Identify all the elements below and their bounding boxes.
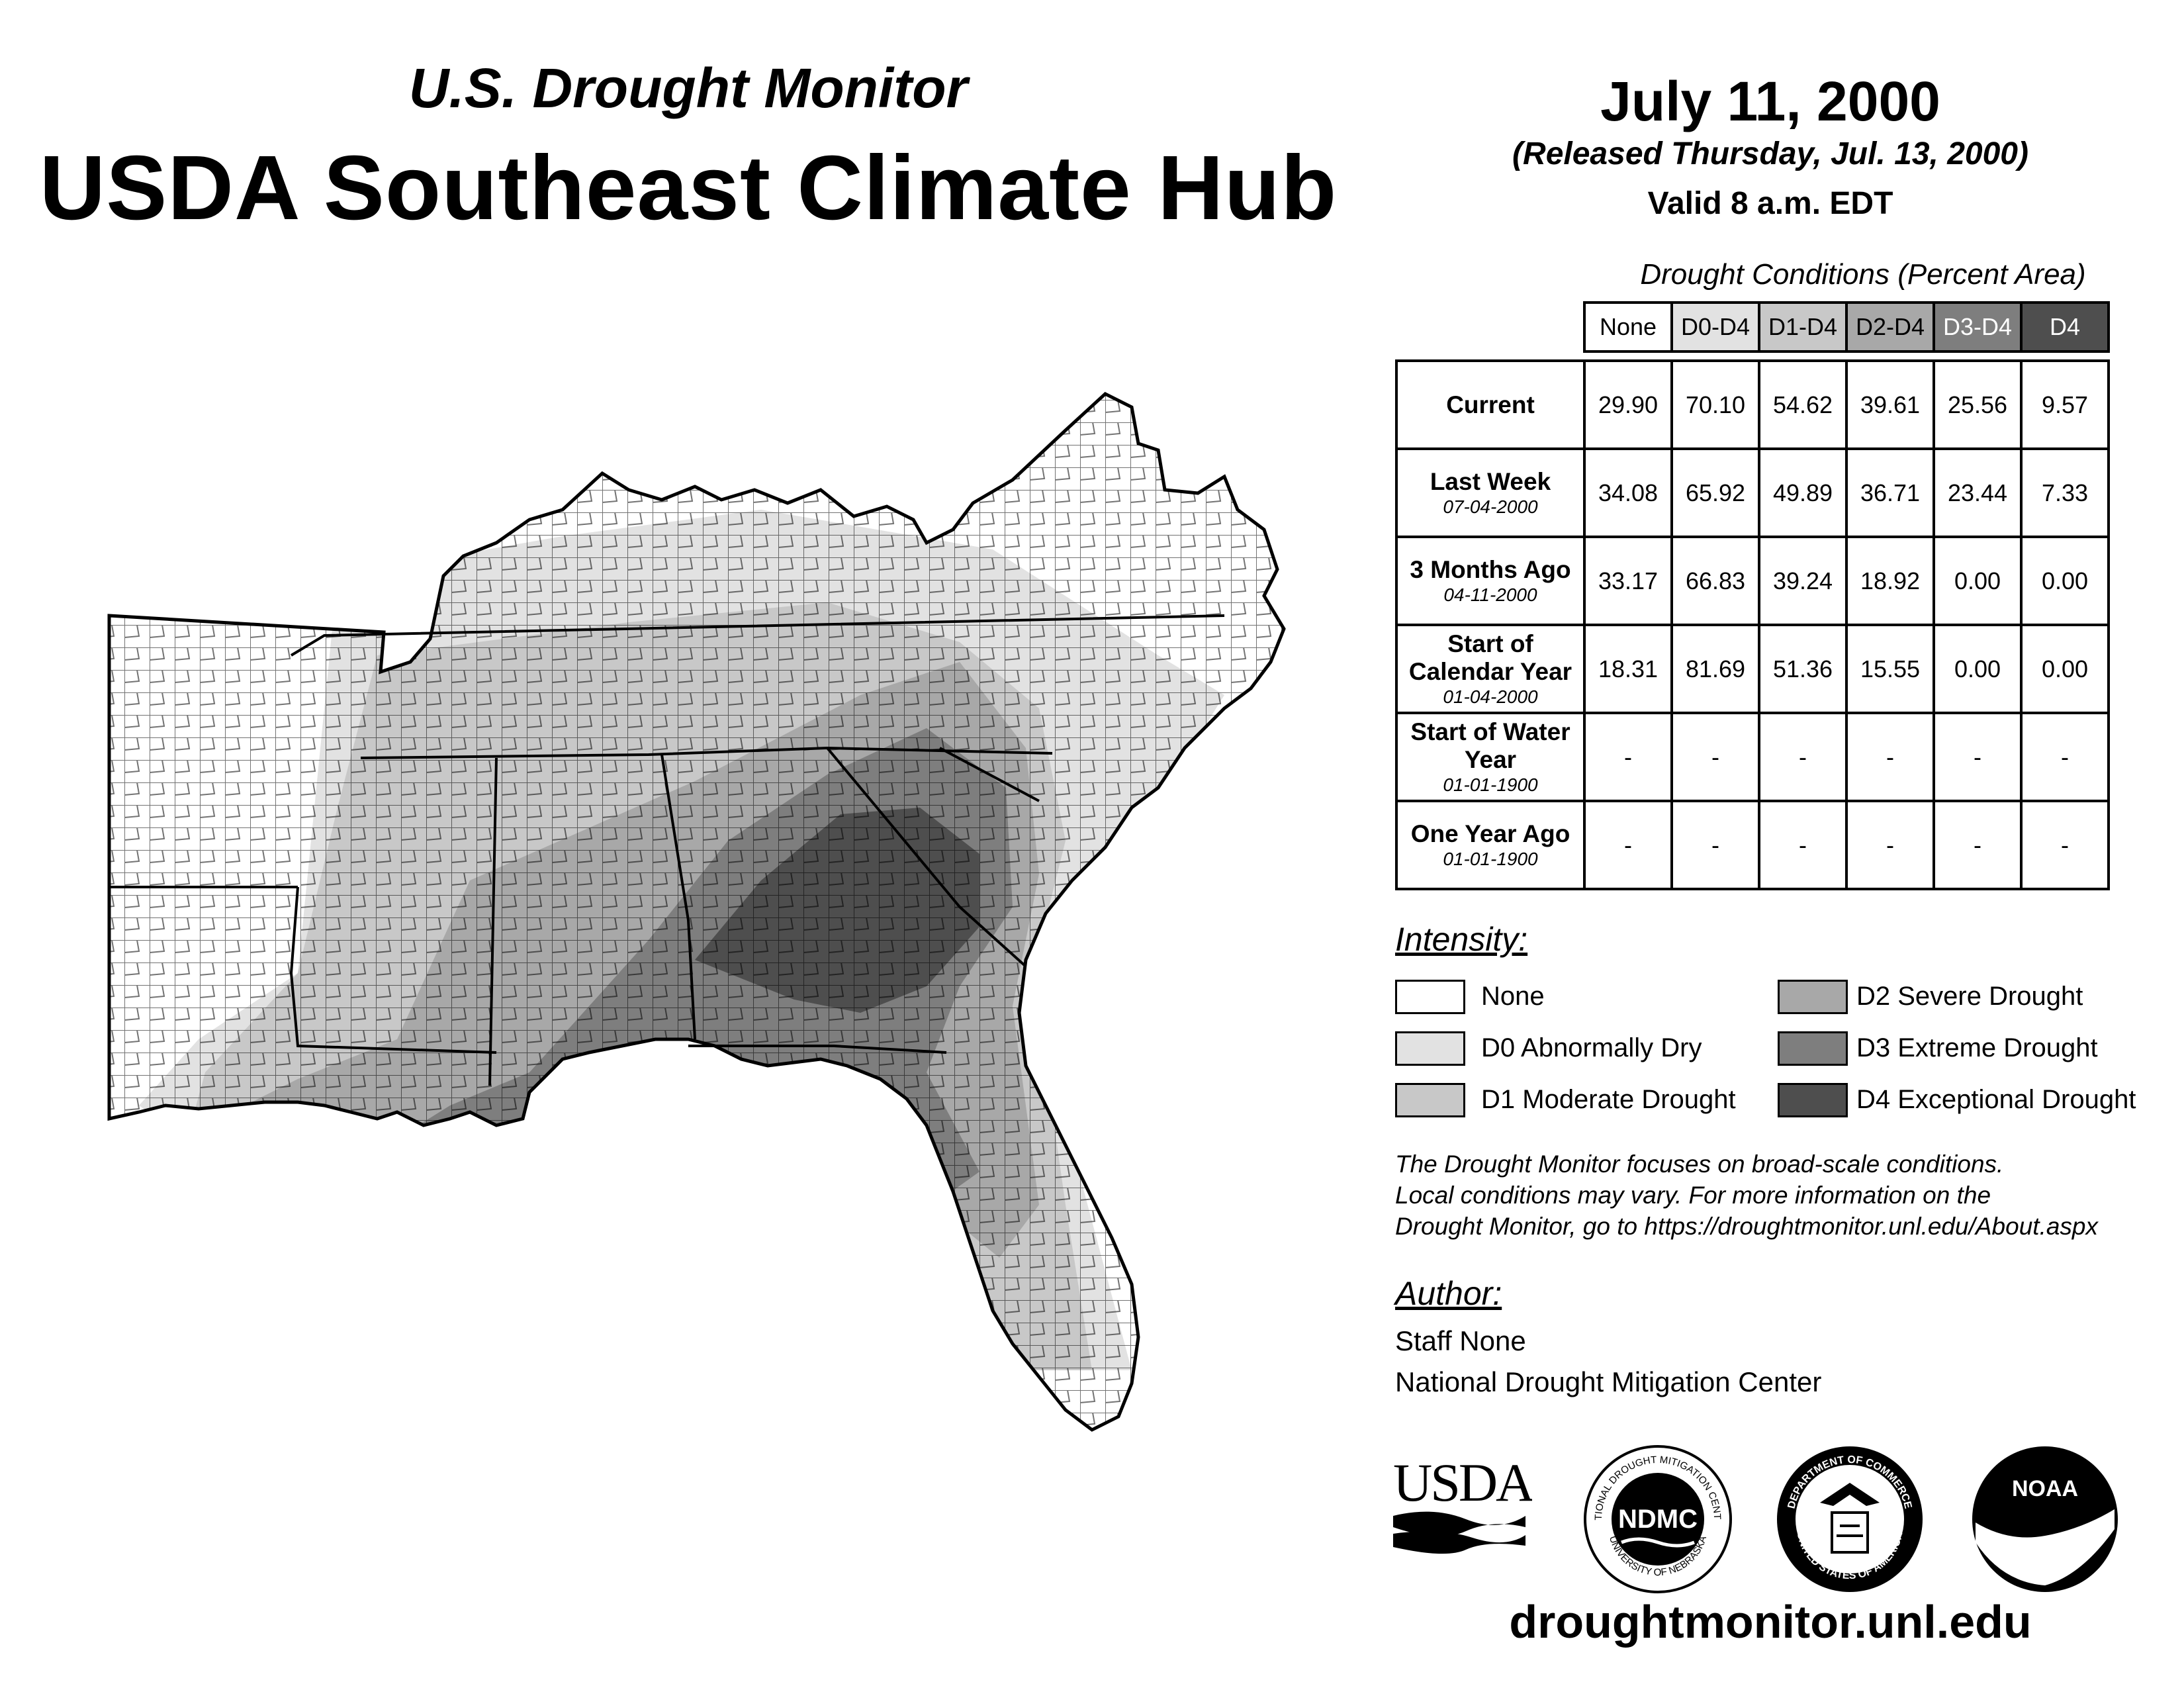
legend-label: None (1481, 982, 1545, 1011)
table-cell: 23.44 (1933, 447, 2023, 538)
table-cell: 18.92 (1845, 536, 1935, 626)
table-cell: - (1758, 800, 1848, 890)
table-cell: - (1670, 800, 1760, 890)
map-date: July 11, 2000 (1600, 70, 1940, 132)
table-cell: - (1845, 800, 1935, 890)
table-cell: - (1845, 712, 1935, 802)
table-row: 3 Months Ago 04-11-2000 33.17 66.83 39.24… (1395, 536, 2110, 626)
column-header: D0-D4 (1670, 301, 1760, 353)
table-cell: - (1670, 712, 1760, 802)
table-cell: - (2020, 800, 2110, 890)
table-cell: 33.17 (1583, 536, 1673, 626)
legend-swatch (1778, 1031, 1848, 1066)
table-cell: 66.83 (1670, 536, 1760, 626)
svg-text:USDA: USDA (1393, 1453, 1532, 1513)
column-header: D3-D4 (1933, 301, 2023, 353)
table-row: One Year Ago 01-01-1900 - - - - - - (1395, 800, 2110, 890)
table-cell: 65.92 (1670, 447, 1760, 538)
table-cell: 70.10 (1670, 359, 1760, 450)
column-header: D2-D4 (1845, 301, 1935, 353)
legend-swatch (1395, 980, 1465, 1014)
row-label: Start of Calendar Year 01-04-2000 (1395, 624, 1586, 714)
intensity-heading: Intensity: (1395, 921, 1528, 958)
legend-label: D1 Moderate Drought (1481, 1085, 1736, 1114)
table-cell: 51.36 (1758, 624, 1848, 714)
table-cell: - (2020, 712, 2110, 802)
legend-label: D0 Abnormally Dry (1481, 1033, 1702, 1062)
table-cell: 0.00 (2020, 624, 2110, 714)
row-label: Start of Water Year 01-01-1900 (1395, 712, 1586, 802)
table-cell: 81.69 (1670, 624, 1760, 714)
drought-map (99, 377, 1324, 1536)
svg-text:NOAA: NOAA (2012, 1476, 2078, 1501)
noaa-logo: NOAA (1972, 1446, 2118, 1592)
table-cell: 29.90 (1583, 359, 1673, 450)
table-cell: 25.56 (1933, 359, 2023, 450)
table-cell: 7.33 (2020, 447, 2110, 538)
author-heading: Author: (1395, 1275, 1502, 1312)
column-header: D4 (2020, 301, 2110, 353)
row-label: 3 Months Ago 04-11-2000 (1395, 536, 1586, 626)
table-cell: 49.89 (1758, 447, 1848, 538)
legend-swatch (1395, 1083, 1465, 1117)
row-label: Current (1395, 359, 1586, 450)
row-label: Last Week 07-04-2000 (1395, 447, 1586, 538)
table-cell: - (1758, 712, 1848, 802)
drought-conditions-table: None D0-D4 D1-D4 D2-D4 D3-D4 D4 Current … (1395, 301, 2110, 890)
table-cell: - (1583, 800, 1673, 890)
table-row: Last Week 07-04-2000 34.08 65.92 49.89 36… (1395, 447, 2110, 538)
table-cell: 0.00 (1933, 624, 2023, 714)
legend-swatch (1778, 980, 1848, 1014)
table-cell: 18.31 (1583, 624, 1673, 714)
legend-swatch (1778, 1083, 1848, 1117)
commerce-seal-logo: DEPARTMENT OF COMMERCE UNITED STATES OF … (1777, 1446, 1923, 1592)
table-cell: 9.57 (2020, 359, 2110, 450)
author-name: Staff None (1395, 1325, 1526, 1356)
table-cell: 0.00 (2020, 536, 2110, 626)
disclaimer-note: The Drought Monitor focuses on broad-sca… (1395, 1150, 2098, 1240)
author-org: National Drought Mitigation Center (1395, 1366, 1822, 1397)
table-cell: - (1933, 712, 2023, 802)
ndmc-logo: NATIONAL DROUGHT MITIGATION CENTER UNIVE… (1582, 1443, 1732, 1593)
table-cell: 36.71 (1845, 447, 1935, 538)
release-date: (Released Thursday, Jul. 13, 2000) (1512, 136, 2028, 171)
legend-label: D3 Extreme Drought (1856, 1033, 2098, 1062)
table-cell: - (1933, 800, 2023, 890)
table-cell: - (1583, 712, 1673, 802)
table-row: Current 29.90 70.10 54.62 39.61 25.56 9.… (1395, 359, 2110, 450)
table-cell: 54.62 (1758, 359, 1848, 450)
table-row: Start of Calendar Year 01-04-2000 18.31 8… (1395, 624, 2110, 714)
column-header: None (1583, 301, 1673, 353)
table-cell: 15.55 (1845, 624, 1935, 714)
legend-swatch (1395, 1031, 1465, 1066)
table-row: Start of Water Year 01-01-1900 - - - - - … (1395, 712, 2110, 802)
usda-logo: USDA (1393, 1453, 1532, 1554)
monitor-subtitle: U.S. Drought Monitor (408, 57, 968, 119)
column-header: D1-D4 (1758, 301, 1848, 353)
svg-text:NDMC: NDMC (1618, 1505, 1698, 1534)
table-cell: 34.08 (1583, 447, 1673, 538)
legend-label: D2 Severe Drought (1856, 982, 2083, 1011)
row-label: One Year Ago 01-01-1900 (1395, 800, 1586, 890)
table-cell: 0.00 (1933, 536, 2023, 626)
table-cell: 39.61 (1845, 359, 1935, 450)
conditions-table-title: Drought Conditions (Percent Area) (1640, 258, 2086, 291)
footer-url[interactable]: droughtmonitor.unl.edu (1509, 1596, 2032, 1648)
table-cell: 39.24 (1758, 536, 1848, 626)
valid-time: Valid 8 a.m. EDT (1647, 186, 1893, 221)
map-title: USDA Southeast Climate Hub (39, 137, 1338, 239)
legend-label: D4 Exceptional Drought (1856, 1085, 2136, 1114)
author-block: Staff None National Drought Mitigation C… (1395, 1321, 1821, 1403)
